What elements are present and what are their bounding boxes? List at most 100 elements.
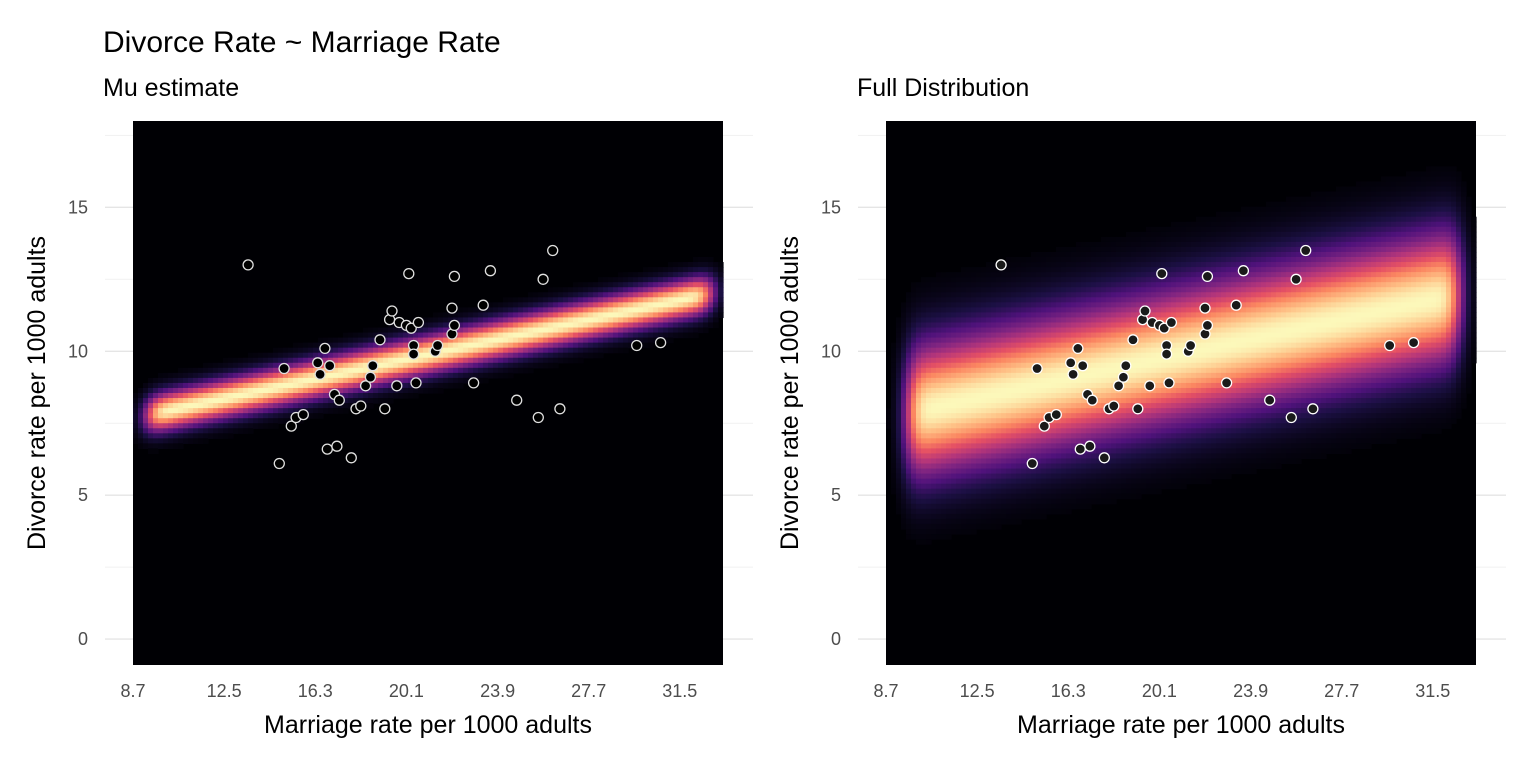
heatmap-cell [1076, 438, 1082, 444]
heatmap-cell [1071, 403, 1077, 409]
heatmap-cell [628, 332, 634, 339]
heatmap-cell [921, 307, 927, 314]
heatmap-cell [1091, 282, 1097, 288]
heatmap-cell [593, 312, 599, 319]
heatmap-cell [1161, 478, 1167, 485]
heatmap-cell [981, 423, 987, 429]
heatmap-cell [1101, 438, 1107, 444]
heatmap-cell [1091, 262, 1097, 268]
heatmap-cell [1146, 458, 1152, 465]
heatmap-cell [568, 297, 574, 303]
heatmap-cell [158, 382, 164, 389]
heatmap-cell [1031, 327, 1037, 334]
heatmap-cell [173, 372, 179, 379]
heatmap-cell [906, 534, 912, 540]
heatmap-cell [383, 367, 389, 374]
heatmap-cell [708, 277, 714, 283]
heatmap-cell [1186, 468, 1192, 475]
heatmap-cell [956, 382, 962, 389]
heatmap-cell [1051, 332, 1057, 339]
heatmap-cell [568, 317, 574, 324]
heatmap-cell [1136, 241, 1142, 248]
heatmap-cell [1136, 483, 1142, 490]
heatmap-cell [971, 287, 977, 293]
heatmap-cell [258, 372, 264, 379]
heatmap-cell [668, 337, 674, 344]
heatmap-cell [508, 367, 514, 374]
heatmap-cell [1051, 327, 1057, 334]
heatmap-cell [1061, 246, 1067, 253]
heatmap-cell [991, 297, 997, 303]
heatmap-cell [508, 332, 514, 339]
heatmap-cell [916, 518, 922, 525]
heatmap-cell [986, 337, 992, 344]
heatmap-cell [678, 282, 684, 288]
heatmap-cell [1161, 307, 1167, 314]
heatmap-cell [966, 382, 972, 389]
heatmap-cell [443, 372, 449, 379]
heatmap-cell [966, 267, 972, 273]
heatmap-cell [148, 443, 154, 450]
heatmap-cell [1116, 327, 1122, 334]
heatmap-cell [1041, 377, 1047, 384]
heatmap-cell [428, 367, 434, 374]
heatmap-cell [1136, 236, 1142, 243]
heatmap-cell [991, 498, 997, 505]
heatmap-cell [688, 322, 694, 329]
heatmap-cell [1036, 493, 1042, 500]
heatmap-cell [1116, 246, 1122, 253]
heatmap-cell [941, 387, 947, 394]
heatmap-cell [713, 297, 719, 303]
heatmap-cell [1086, 277, 1092, 283]
heatmap-cell [1151, 443, 1157, 450]
heatmap-cell [1131, 352, 1137, 359]
heatmap-cell [1181, 398, 1187, 404]
heatmap-cell [663, 287, 669, 293]
heatmap-cell [916, 352, 922, 359]
heatmap-cell [1016, 498, 1022, 505]
heatmap-cell [891, 408, 897, 414]
heatmap-cell [956, 297, 962, 303]
heatmap-cell [478, 332, 484, 339]
heatmap-cell [563, 307, 569, 314]
heatmap-cell [1096, 251, 1102, 258]
heatmap-cell [971, 347, 977, 354]
heatmap-cell [1181, 382, 1187, 389]
heatmap-cell [643, 337, 649, 344]
heatmap-cell [1071, 262, 1077, 268]
heatmap-cell [353, 362, 359, 369]
heatmap-cell [1181, 393, 1187, 399]
heatmap-cell [1011, 322, 1017, 329]
heatmap-cell [1046, 488, 1052, 495]
heatmap-cell [1061, 433, 1067, 439]
heatmap-cell [178, 372, 184, 379]
heatmap-cell [951, 488, 957, 495]
heatmap-cell [921, 523, 927, 530]
heatmap-cell [951, 478, 957, 485]
heatmap-cell [911, 483, 917, 490]
heatmap-cell [1131, 302, 1137, 308]
heatmap-cell [911, 473, 917, 480]
heatmap-cell [438, 352, 444, 359]
heatmap-cell [1021, 468, 1027, 475]
heatmap-cell [906, 387, 912, 394]
heatmap-cell [906, 403, 912, 409]
heatmap-cell [1186, 443, 1192, 450]
heatmap-cell [936, 433, 942, 439]
heatmap-cell [548, 362, 554, 369]
heatmap-cell [1111, 367, 1117, 374]
heatmap-cell [916, 468, 922, 475]
heatmap-cell [188, 418, 194, 424]
heatmap-cell [1141, 322, 1147, 329]
heatmap-cell [1016, 267, 1022, 273]
heatmap-cell [1121, 332, 1127, 339]
heatmap-cell [703, 292, 709, 298]
heatmap-cell [1071, 423, 1077, 429]
heatmap-cell [1036, 292, 1042, 298]
heatmap-cell [1011, 377, 1017, 384]
heatmap-cell [1066, 246, 1072, 253]
heatmap-cell [198, 423, 204, 429]
heatmap-cell [941, 523, 947, 530]
heatmap-cell [926, 534, 932, 540]
heatmap-cell [483, 317, 489, 324]
